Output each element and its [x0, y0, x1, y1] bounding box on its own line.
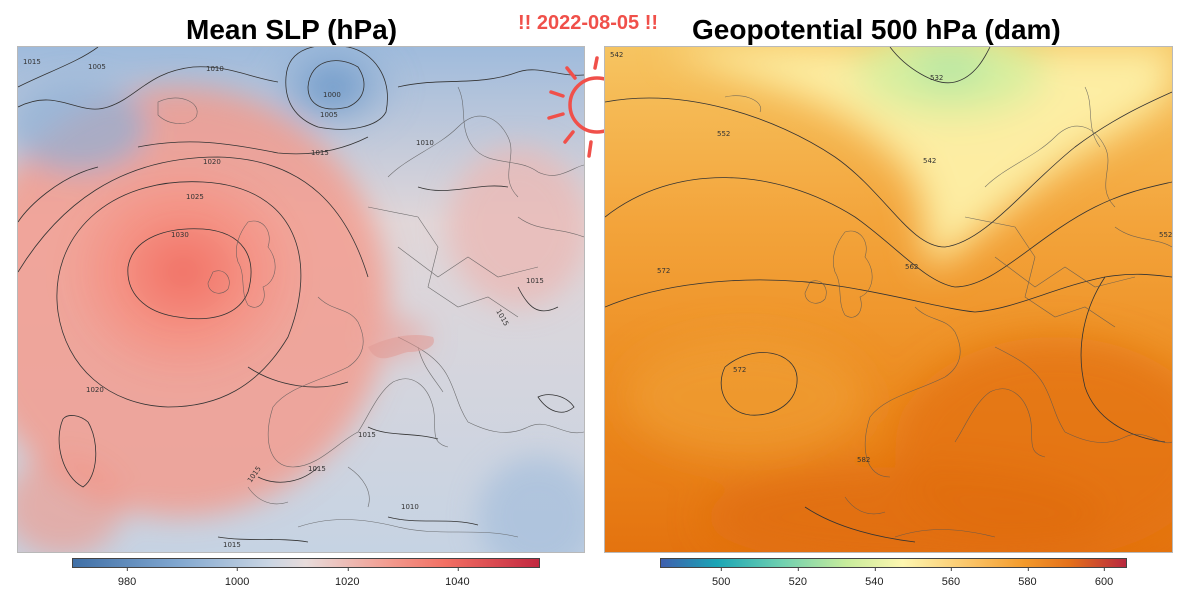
slp-contour-label: 1025 [186, 193, 204, 201]
slp-contour-label: 1005 [320, 111, 338, 119]
slp-contour-label: 1020 [203, 158, 221, 166]
slp-contour-label: 1010 [401, 503, 419, 511]
slp-colorbar-tick: 980 [117, 567, 137, 588]
slp-contour-label: 1015 [23, 58, 41, 66]
slp-colorbar: 980 1000 1020 1040 [72, 558, 540, 590]
z500-contour-label: 562 [905, 263, 918, 271]
slp-contour-label: 1000 [323, 91, 341, 99]
slp-contour-label: 1030 [171, 231, 189, 239]
slp-contour-label: 1005 [88, 63, 106, 71]
z500-contour-label: 552 [717, 130, 730, 138]
slp-contour-label: 1010 [206, 65, 224, 73]
z500-contour-label: 542 [923, 157, 936, 165]
z500-map: 542 532 552 542 572 562 572 552 582 [605, 47, 1172, 552]
slp-colorbar-tick: 1020 [335, 567, 360, 588]
slp-map: 1015 1005 1010 1000 1005 1015 1010 1020 … [18, 47, 584, 552]
slp-contour-label: 1010 [416, 139, 434, 147]
z500-colorbar-tick: 580 [1018, 567, 1037, 588]
z500-contour-label: 532 [930, 74, 943, 82]
slp-contour-label: 1015 [311, 149, 329, 157]
slp-contour-label: 1015 [526, 277, 544, 285]
slp-contour-label: 1015 [308, 465, 326, 473]
slp-colorbar-ticks: 980 1000 1020 1040 [72, 567, 540, 590]
z500-contour-label: 572 [657, 267, 670, 275]
z500-colorbar-tick: 500 [712, 567, 731, 588]
slp-contour-label: 1015 [358, 431, 376, 439]
slp-colorbar-tick: 1040 [445, 567, 470, 588]
z500-contour-label: 582 [857, 456, 870, 464]
z500-contour-label: 552 [1159, 231, 1172, 239]
slp-map-panel: 1015 1005 1010 1000 1005 1015 1010 1020 … [17, 46, 585, 553]
slp-contour-label: 1020 [86, 386, 104, 394]
slp-contour-label: 1015 [223, 541, 241, 549]
date-banner: !! 2022-08-05 !! [518, 12, 659, 34]
z500-map-panel: 542 532 552 542 572 562 572 552 582 [604, 46, 1173, 553]
slp-colorbar-tick: 1000 [224, 567, 250, 588]
z500-contour-label: 542 [610, 51, 623, 59]
z500-colorbar-tick: 540 [865, 567, 884, 588]
z500-colorbar: 500 520 540 560 580 600 [660, 558, 1127, 590]
z500-contour-label: 572 [733, 366, 746, 374]
slp-colorbar-gradient [72, 558, 540, 568]
z500-colorbar-gradient [660, 558, 1127, 568]
z500-colorbar-ticks: 500 520 540 560 580 600 [660, 567, 1127, 590]
z500-colorbar-tick: 520 [788, 567, 807, 588]
z500-colorbar-tick: 560 [941, 567, 961, 588]
z500-colorbar-tick: 600 [1094, 567, 1114, 588]
slp-title: Mean SLP (hPa) [186, 14, 398, 45]
z500-title: Geopotential 500 hPa (dam) [692, 14, 1061, 45]
